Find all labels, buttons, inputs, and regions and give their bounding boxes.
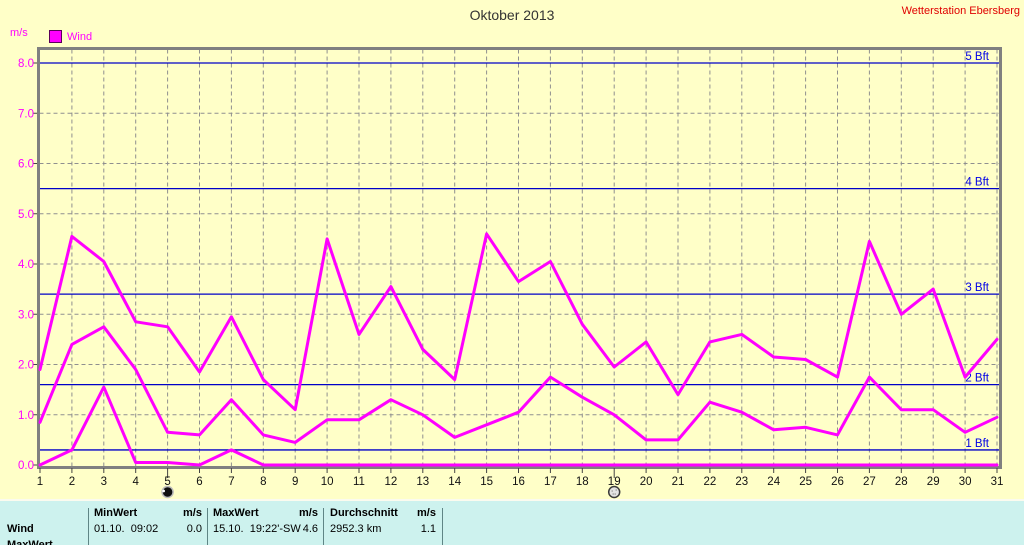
wind-series-swatch-icon [49,30,62,43]
y-tick-label: 4.0 [18,259,34,271]
beaufort-label: 2 Bft [965,373,989,385]
y-tick-label: 5.0 [18,209,34,221]
moon-texture-dot [614,493,616,495]
y-tick-label: 3.0 [18,309,34,321]
beaufort-label: 1 Bft [965,438,989,450]
durchschnitt-header-label: Durchschnitt [330,507,398,519]
x-tick-label: 12 [385,476,398,488]
x-tick-label: 1 [37,476,43,488]
x-tick-label: 11 [353,476,365,488]
maxwert-number: 4.6 [302,523,318,535]
maxwert-header-label: MaxWert [213,507,259,519]
page-title: Oktober 2013 [469,7,555,23]
y-tick-label: 8.0 [18,58,34,70]
plot-border [37,47,1002,469]
x-tick-label: 4 [132,476,139,488]
y-tick-label: 0.0 [18,460,34,472]
durchschnitt-number: 1.1 [420,523,436,535]
legend-label: Wind [67,30,93,43]
y-tick-label: 1.0 [18,410,34,422]
table-divider [88,508,89,545]
new-moon-icon [161,485,174,499]
maxwert-timestamp: 15.10. 19:22'-SW [213,523,301,535]
x-tick-label: 9 [292,476,298,488]
x-tick-label: 10 [321,476,334,488]
table-next-row-label-clipped: MaxWert [7,539,53,545]
x-tick-label: 15 [480,476,493,488]
x-tick-label: 29 [927,476,940,488]
station-name: Wetterstation Ebersberg [901,5,1020,17]
x-tick-label: 18 [576,476,589,488]
y-tick-label: 7.0 [18,108,34,120]
minwert-header-label: MinWert [94,507,138,519]
durchschnitt-header: Durchschnitt m/s [330,507,436,519]
new-moon-highlight [162,489,166,493]
minwert-value: 01.10. 09:02 0.0 [94,523,202,535]
x-tick-label: 21 [672,476,685,488]
moon-texture-dot [612,493,614,495]
moon-texture-dot [615,489,617,491]
table-row-label: Wind [7,523,34,535]
legend: Wind [49,30,92,43]
x-tick-label: 24 [767,476,780,488]
x-tick-label: 7 [228,476,234,488]
summary-table: MinWert m/s MaxWert m/s Durchschnitt m/s… [0,499,1024,545]
table-divider [323,508,324,545]
wind-series-mean [38,325,999,444]
maxwert-header: MaxWert m/s [213,507,318,519]
x-tick-label: 5 [164,476,170,488]
x-tick-label: 13 [416,476,429,488]
full-moon-icon [607,485,621,499]
x-tick-label: 30 [959,476,972,488]
minwert-header-unit: m/s [183,507,202,519]
table-divider [207,508,208,545]
minwert-header: MinWert m/s [94,507,202,519]
x-tick-label: 31 [991,476,1004,488]
y-tick-label: 6.0 [18,159,34,171]
x-tick-label: 27 [863,476,876,488]
wind-series-min [38,385,999,467]
minwert-number: 0.0 [186,523,202,535]
y-tick-label: 2.0 [18,360,34,372]
x-tick-label: 14 [448,476,461,488]
x-tick-label: 19 [608,476,621,488]
durchschnitt-value: 2952.3 km 1.1 [330,523,436,535]
y-axis-unit: m/s [10,27,28,39]
beaufort-label: 3 Bft [965,282,989,294]
x-tick-label: 17 [544,476,557,488]
x-tick-label: 23 [735,476,748,488]
x-tick-label: 16 [512,476,525,488]
x-tick-label: 26 [831,476,844,488]
maxwert-value: 15.10. 19:22'-SW 4.6 [213,523,318,535]
x-tick-label: 8 [260,476,266,488]
wind-series-max [38,232,999,412]
moon-texture-dot [611,490,613,492]
beaufort-label: 4 Bft [965,177,989,189]
x-tick-label: 20 [640,476,653,488]
x-tick-label: 22 [704,476,717,488]
x-tick-label: 25 [799,476,812,488]
x-tick-label: 3 [101,476,107,488]
x-tick-label: 28 [895,476,908,488]
x-tick-label: 2 [69,476,75,488]
wind-run-distance: 2952.3 km [330,523,382,535]
maxwert-header-unit: m/s [299,507,318,519]
wind-line-chart: 1 Bft 2 Bft 3 Bft 4 Bft 5 Bft 0.0 1.0 2.0 3.0 4.0… [18,47,1004,499]
durchschnitt-header-unit: m/s [417,507,436,519]
table-divider [442,508,443,545]
minwert-timestamp: 01.10. 09:02 [94,523,159,535]
beaufort-label: 5 Bft [965,51,989,63]
x-tick-label: 6 [196,476,202,488]
